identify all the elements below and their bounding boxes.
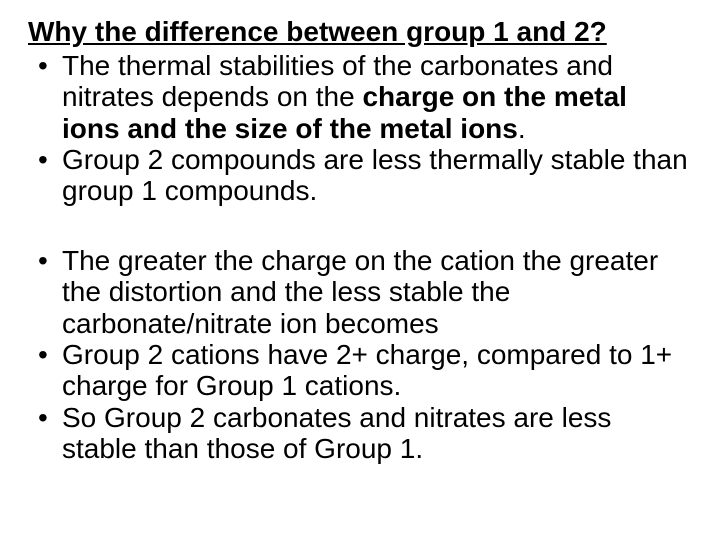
bullet-block-1: The thermal stabilities of the carbonate… <box>28 50 692 207</box>
bullet-item: The thermal stabilities of the carbonate… <box>28 50 692 144</box>
bullet-block-2: The greater the charge on the cation the… <box>28 245 692 465</box>
paragraph-spacer <box>28 207 692 245</box>
bullet-item: Group 2 compounds are less thermally sta… <box>28 144 692 207</box>
slide-heading: Why the difference between group 1 and 2… <box>28 16 692 48</box>
text-run: The greater the charge on the cation the… <box>62 245 658 339</box>
text-run: So Group 2 carbonates and nitrates are l… <box>62 402 611 464</box>
text-run: Group 2 compounds are less thermally sta… <box>62 144 688 206</box>
bullet-item: The greater the charge on the cation the… <box>28 245 692 339</box>
bullet-item: Group 2 cations have 2+ charge, compared… <box>28 339 692 402</box>
text-run: Group 2 cations have 2+ charge, compared… <box>62 339 672 401</box>
text-run: . <box>518 113 526 144</box>
bullet-item: So Group 2 carbonates and nitrates are l… <box>28 402 692 465</box>
